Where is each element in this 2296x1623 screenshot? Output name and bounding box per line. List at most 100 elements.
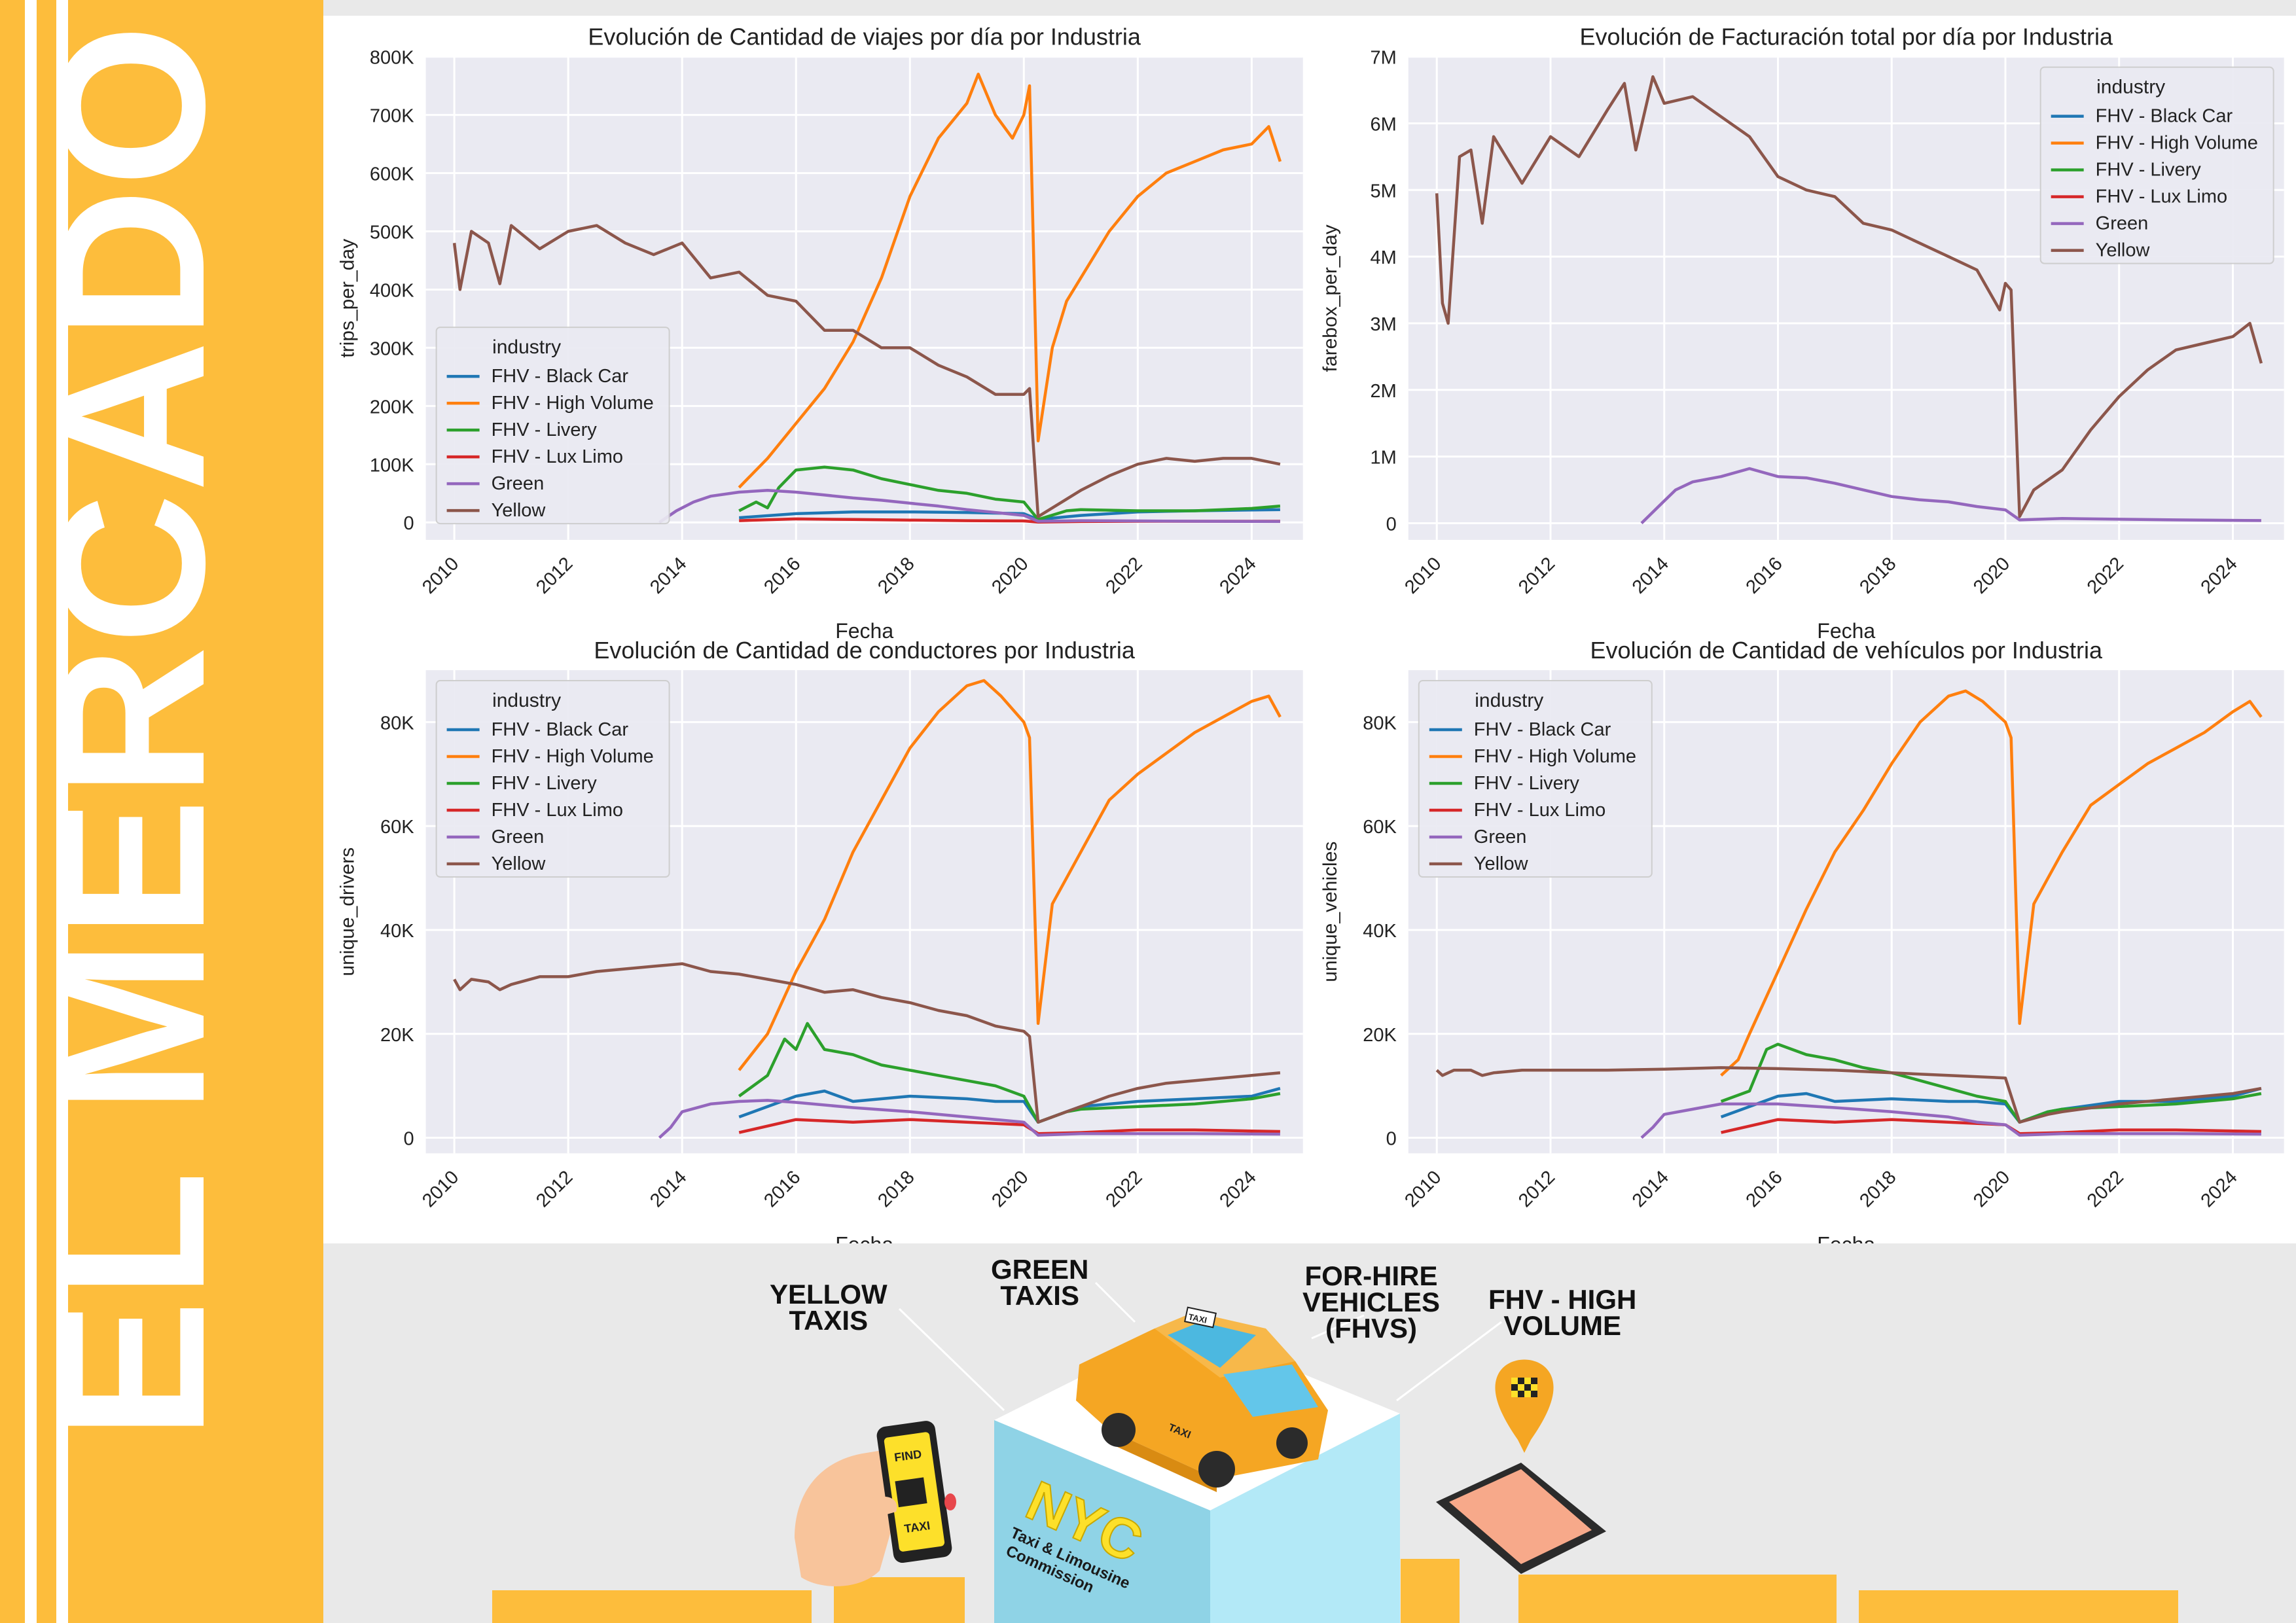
category-label-text: FHV - HIGH VOLUME [1488,1284,1637,1341]
x-axis-label: Fecha [1817,619,1875,643]
hand-phone-icon: FIND TAXI [795,1421,956,1586]
market-illustration-area: NYC Taxi & Limousine Commission TAXI TAX… [323,1243,2296,1623]
legend-box [1418,680,1653,878]
legend-entry: FHV - High Volume [492,393,654,414]
x-tick-label: 2018 [1856,553,1900,597]
leader-line-green [1094,1281,1136,1323]
legend: industry FHV - Black Car FHV - High Volume… [435,327,670,525]
y-tick-label: 60K [380,817,414,838]
y-tick-label: 40K [380,921,414,942]
y-tick-label: 1M [1371,448,1397,469]
x-tick-label: 2020 [988,553,1032,597]
series-line-fhv-high-volume [1720,689,2263,1077]
x-tick-label: 2020 [1969,553,2014,597]
sidebar-stripe [25,0,37,1623]
x-tick-label: 2016 [760,1167,804,1211]
y-tick-label: 2M [1371,381,1397,402]
leader-line-yellow [898,1308,1005,1412]
sidebar-stripe [56,0,68,1623]
x-tick-label: 2024 [1215,1167,1260,1211]
y-tick-label: 300K [370,338,414,359]
series-line-green [658,1099,1280,1139]
legend-title: industry [1475,690,1543,711]
chart-title: Evolución de Facturación total por día p… [1580,24,2113,50]
legend-entry: FHV - Black Car [2096,106,2233,127]
x-tick-label: 2010 [1401,553,1445,597]
x-axis-label: Fecha [835,1232,893,1243]
wheel [1276,1427,1308,1459]
x-tick-label: 2024 [2197,553,2242,597]
taxi-car-icon: TAXI TAXI [1076,1306,1328,1492]
legend-entry: FHV - Lux Limo [492,446,623,467]
plinth-bar [1859,1590,2178,1623]
legend-box [435,327,670,525]
car-roof-label: TAXI [1187,1311,1208,1325]
wheel [1198,1451,1235,1488]
y-tick-label: 600K [370,164,414,185]
category-label-text: FOR-HIRE VEHICLES (FHVS) [1302,1260,1441,1344]
charts-panel: Evolución de Cantidad de viajes por día … [323,16,2296,1243]
category-label-fhv-high-volume: FHV - HIGH VOLUME [1488,1284,1637,1341]
legend: industry FHV - Black Car FHV - High Volume… [2039,66,2274,264]
y-tick-label: 700K [370,106,414,127]
series-line-yellow [1435,1066,2262,1124]
y-tick-label: 200K [370,397,414,418]
chart-title: Evolución de Cantidad de conductores por… [594,637,1136,664]
y-tick-label: 4M [1371,247,1397,268]
x-tick-label: 2012 [1515,553,1559,597]
y-tick-label: 500K [370,222,414,243]
sidebar: EL MERCADO [0,0,323,1623]
series-line-fhv-high-volume [738,73,1282,489]
charts-canvas: Evolución de Cantidad de viajes por día … [337,24,2284,1243]
category-label-yellow-taxis: YELLOW TAXIS [770,1281,888,1334]
chart-title: Evolución de Cantidad de viajes por día … [588,24,1141,50]
category-label-green-taxis: GREEN TAXIS [991,1256,1088,1310]
legend-entry: Yellow [2096,240,2151,261]
legend-title: industry [492,690,561,711]
plinth-bar [492,1590,812,1623]
legend-entry: Yellow [492,853,547,874]
legend-title: industry [2096,77,2165,98]
legend-entry: Green [2096,213,2149,234]
x-tick-label: 2016 [1742,1167,1787,1211]
x-tick-label: 2014 [646,1167,691,1211]
x-tick-label: 2022 [1102,1167,1146,1211]
legend-entry: Green [492,827,545,847]
legend-entry: Green [492,473,545,494]
x-axis-label: Fecha [835,619,893,643]
y-tick-label: 0 [1386,1129,1397,1150]
plinth-bar [1518,1575,1837,1623]
legend-entry: FHV - High Volume [2096,133,2258,154]
x-tick-label: 2012 [532,1167,577,1211]
legend: industry FHV - Black Car FHV - High Volume… [1418,680,1653,878]
x-tick-label: 2012 [1515,1167,1559,1211]
wheel [1102,1413,1136,1447]
series-line-yellow [452,224,1281,518]
leader-line-fhvhv [1396,1321,1502,1402]
x-tick-label: 2016 [760,553,804,597]
legend-entry: FHV - High Volume [1474,746,1636,767]
location-phone-icon [1436,1359,1606,1574]
chart-vehicles: Evolución de Cantidad de vehículos por I… [1319,637,2284,1243]
y-axis-label: trips_per_day [337,239,359,358]
category-label-fhvs: FOR-HIRE VEHICLES (FHVS) [1302,1260,1441,1344]
plinth-bar [834,1577,965,1623]
sidebar-title-text: EL MERCADO [14,22,248,1440]
x-tick-label: 2018 [874,553,918,597]
y-axis-label: unique_drivers [337,847,359,976]
taxi-roof-sign [1184,1306,1217,1329]
chart-farebox: Evolución de Facturación total por día p… [1319,24,2284,643]
legend-box [2039,66,2274,264]
x-tick-label: 2010 [418,553,463,597]
x-tick-label: 2024 [1215,553,1260,597]
y-tick-label: 0 [1386,514,1397,535]
x-tick-label: 2014 [1628,553,1673,597]
plinth-bar [1401,1559,1460,1623]
legend-entry: FHV - Lux Limo [1474,800,1605,821]
legend-entry: FHV - High Volume [492,746,654,767]
legend: industry FHV - Black Car FHV - High Volume… [435,680,670,878]
x-tick-label: 2018 [874,1167,918,1211]
legend-entry: FHV - Livery [2096,160,2202,181]
x-tick-label: 2022 [1102,553,1146,597]
series-line-yellow [1435,75,2263,518]
